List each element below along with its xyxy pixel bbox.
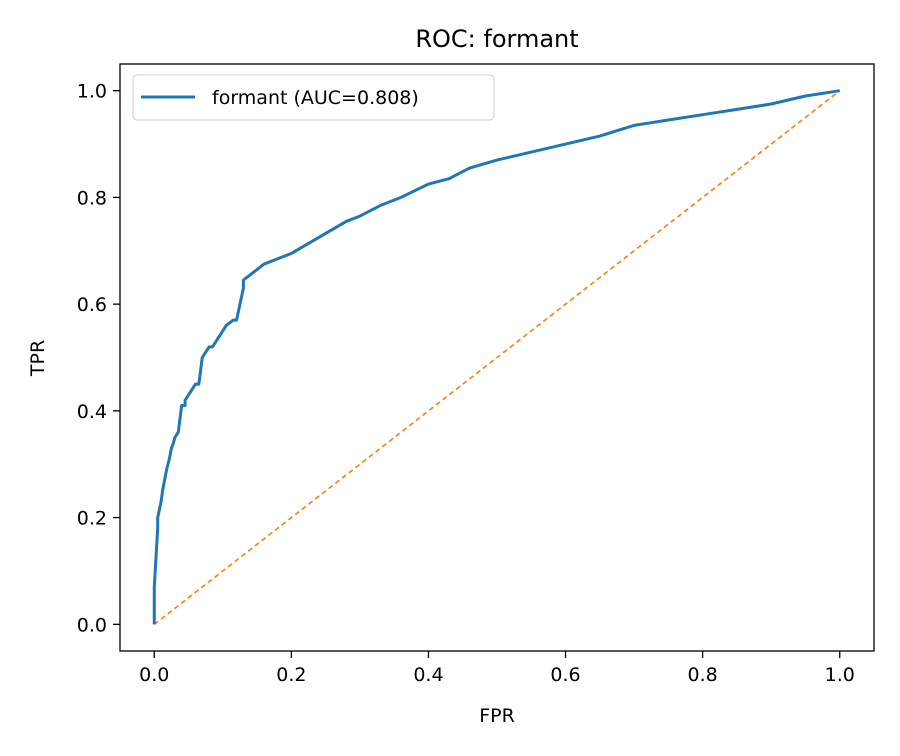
legend: formant (AUC=0.808): [132, 74, 495, 121]
chart-title: ROC: formant: [415, 25, 578, 53]
y-tick-label: 0.2: [77, 508, 107, 530]
roc-curve-line: [152, 89, 840, 625]
y-tick-label: 0.0: [77, 614, 107, 636]
legend-box: [132, 74, 495, 121]
y-axis-label: TPR: [27, 340, 49, 377]
x-axis-label: FPR: [479, 705, 515, 727]
plot-area-frame: [119, 63, 875, 652]
legend-label: formant (AUC=0.808): [212, 87, 419, 109]
x-tick-label: 0.2: [276, 664, 306, 686]
chance-diagonal-line: [153, 90, 841, 625]
y-tick-label: 1.0: [77, 81, 107, 103]
x-tick-label: 0.6: [550, 664, 580, 686]
x-axis-ticks: 0.0 0.2 0.4 0.6 0.8 1.0: [139, 651, 855, 686]
x-tick-label: 0.4: [413, 664, 443, 686]
x-tick-label: 0.0: [139, 664, 169, 686]
x-tick-label: 0.8: [688, 664, 718, 686]
y-tick-label: 0.8: [77, 187, 107, 209]
y-tick-label: 0.4: [77, 401, 107, 423]
series-layer: [152, 89, 841, 625]
y-axis-ticks: 0.0 0.2 0.4 0.6 0.8 1.0: [77, 81, 120, 636]
y-tick-label: 0.6: [77, 294, 107, 316]
x-tick-label: 1.0: [825, 664, 855, 686]
